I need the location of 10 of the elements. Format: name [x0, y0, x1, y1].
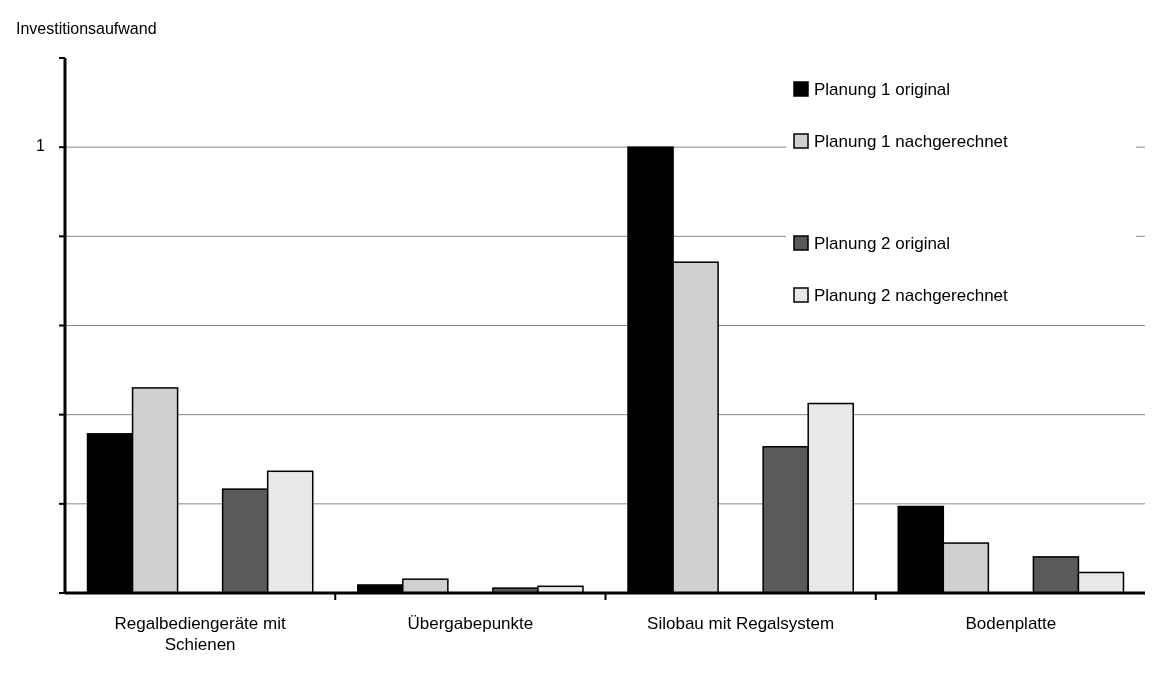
legend-label: Planung 1 original — [814, 80, 951, 99]
x-tick-label: Übergabepunkte — [407, 614, 534, 633]
legend-label: Planung 1 nachgerechnet — [814, 132, 1009, 151]
legend-label: Planung 2 nachgerechnet — [814, 286, 1009, 305]
y-axis-title: Investitionsaufwand — [16, 20, 157, 37]
y-tick-label: 1 — [36, 137, 46, 155]
x-tick-label: Regalbediengeräte mit Schienen — [114, 614, 286, 654]
legend-label: Planung 2 original — [814, 234, 951, 253]
x-tick-label: Bodenplatte — [965, 614, 1057, 633]
x-tick-label: Silobau mit Regalsystem — [647, 614, 835, 633]
